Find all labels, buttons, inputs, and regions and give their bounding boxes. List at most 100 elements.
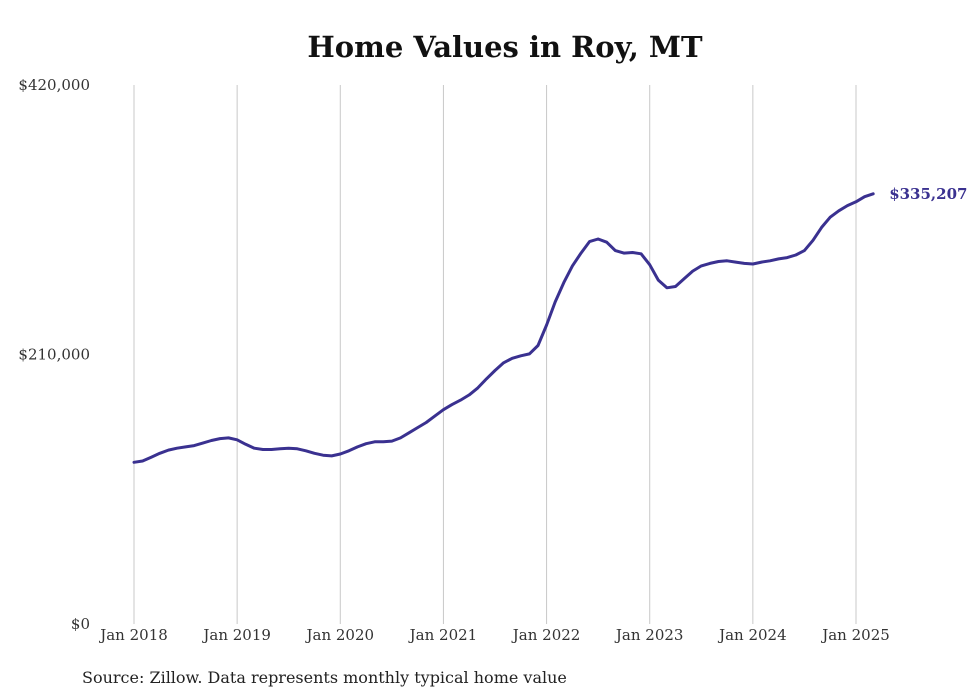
- data-point: [210, 439, 213, 442]
- data-point: [270, 448, 273, 451]
- source-note: Source: Zillow. Data represents monthly …: [82, 668, 567, 687]
- data-point: [218, 437, 222, 440]
- data-point: [717, 260, 720, 263]
- end-value-label: $335,207: [889, 185, 967, 203]
- x-tick-label: Jan 2019: [201, 626, 271, 644]
- chart-title: Home Values in Roy, MT: [307, 30, 703, 64]
- data-point: [700, 264, 703, 268]
- data-point: [304, 449, 308, 452]
- x-tick-label: Jan 2023: [614, 626, 684, 644]
- data-point: [605, 241, 608, 244]
- data-point: [339, 452, 342, 456]
- data-point: [691, 269, 694, 273]
- data-point: [356, 445, 359, 449]
- data-point: [863, 195, 866, 198]
- y-tick-label: $0: [71, 615, 90, 633]
- data-point: [665, 286, 669, 289]
- data-point: [416, 426, 419, 429]
- data-point: [373, 440, 376, 443]
- data-point: [184, 445, 187, 449]
- data-point: [150, 456, 153, 459]
- data-point: [132, 461, 136, 464]
- data-point: [287, 447, 290, 450]
- data-point: [313, 452, 316, 455]
- data-point: [468, 393, 471, 397]
- data-point: [536, 344, 540, 347]
- series-group: $335,207: [132, 185, 967, 464]
- y-tick-label: $210,000: [18, 346, 90, 364]
- data-point: [579, 251, 583, 255]
- data-point: [399, 436, 402, 440]
- x-tick-label: Jan 2021: [408, 626, 478, 644]
- data-point: [657, 278, 660, 282]
- gridlines: [133, 85, 857, 624]
- x-tick-label: Jan 2018: [98, 626, 168, 644]
- data-point: [175, 447, 179, 450]
- data-point: [321, 454, 325, 457]
- data-point: [511, 357, 514, 360]
- data-point: [528, 352, 531, 356]
- data-point: [596, 237, 600, 241]
- data-point: [141, 459, 144, 463]
- data-point: [193, 444, 196, 447]
- data-point: [588, 240, 591, 243]
- data-point: [493, 369, 497, 372]
- data-point: [708, 262, 712, 265]
- data-point: [476, 386, 479, 390]
- data-point: [364, 442, 368, 445]
- data-point: [571, 264, 574, 268]
- data-point: [433, 414, 436, 418]
- data-point: [614, 249, 617, 252]
- data-point: [278, 447, 282, 450]
- data-point: [811, 239, 815, 242]
- data-point: [235, 438, 239, 441]
- data-point: [158, 452, 161, 455]
- data-point: [485, 377, 488, 381]
- data-point: [734, 260, 737, 264]
- data-point: [854, 200, 858, 203]
- data-point: [743, 262, 746, 265]
- data-point: [167, 448, 170, 452]
- data-point: [201, 441, 204, 445]
- data-point: [227, 436, 230, 440]
- y-axis: $0 $210,000 $420,000: [18, 76, 90, 633]
- data-point: [562, 281, 565, 284]
- data-point: [820, 226, 823, 229]
- data-point: [261, 448, 265, 451]
- x-tick-label: Jan 2025: [820, 626, 890, 644]
- data-point: [622, 251, 626, 255]
- data-point: [648, 263, 651, 266]
- data-point: [768, 259, 772, 262]
- data-point: [674, 285, 677, 288]
- data-point: [244, 443, 247, 446]
- data-point: [442, 408, 445, 411]
- data-point: [554, 300, 557, 304]
- data-point: [253, 447, 256, 450]
- data-point: [777, 257, 780, 261]
- data-point: [382, 440, 385, 443]
- data-point: [330, 454, 333, 458]
- data-point: [459, 398, 462, 402]
- data-point: [390, 439, 394, 443]
- data-point: [872, 192, 875, 195]
- data-point: [725, 259, 729, 262]
- x-tick-label: Jan 2022: [511, 626, 581, 644]
- data-point: [846, 204, 849, 207]
- data-point: [502, 361, 505, 364]
- x-tick-label: Jan 2024: [717, 626, 787, 644]
- data-point: [347, 449, 351, 452]
- data-point: [794, 253, 797, 257]
- data-point: [545, 323, 548, 327]
- data-point: [829, 216, 832, 219]
- data-point: [803, 249, 806, 252]
- data-point: [407, 431, 411, 434]
- data-point: [425, 421, 428, 424]
- data-point: [760, 260, 763, 264]
- data-point: [837, 209, 840, 212]
- data-point: [751, 262, 755, 266]
- data-point: [682, 277, 686, 280]
- x-tick-label: Jan 2020: [305, 626, 375, 644]
- data-point: [631, 251, 634, 254]
- data-point: [519, 354, 522, 357]
